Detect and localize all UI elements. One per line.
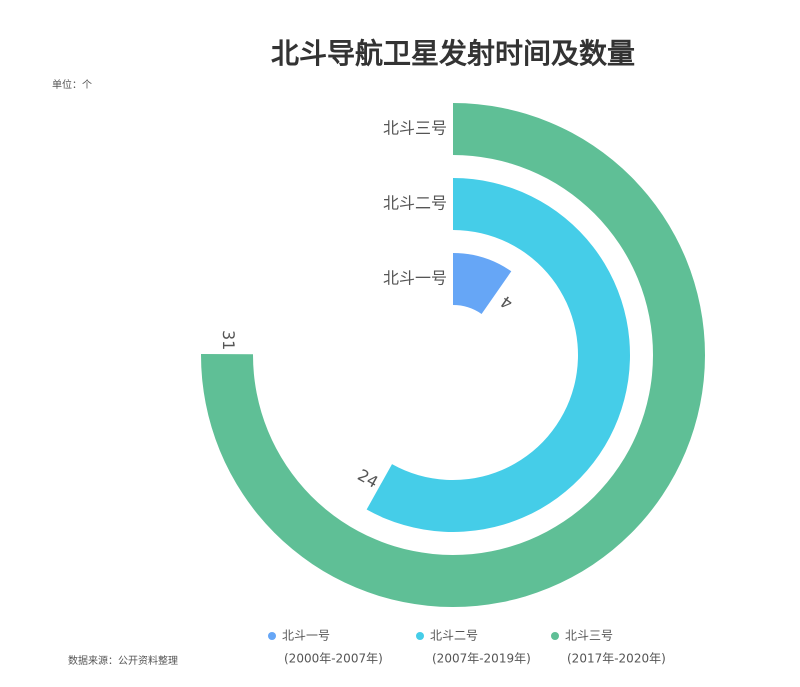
legend-label: 北斗三号: [565, 629, 613, 643]
chart-title: 北斗导航卫星发射时间及数量: [271, 37, 635, 70]
legend-marker: [551, 632, 559, 640]
legend-marker: [268, 632, 276, 640]
legend-period: (2000年-2007年): [284, 652, 383, 666]
category-label: 北斗一号: [383, 269, 447, 288]
radial-bar: [366, 178, 631, 532]
legend-period: (2007年-2019年): [432, 652, 531, 666]
unit-note: 单位：个: [52, 78, 92, 91]
value-label: 31: [219, 330, 238, 350]
legend-marker: [416, 632, 424, 640]
value-label: 24: [354, 465, 381, 492]
source-note: 数据来源：公开资料整理: [68, 654, 178, 667]
value-label: 4: [497, 292, 516, 313]
category-label: 北斗二号: [383, 194, 447, 213]
legend-label: 北斗二号: [430, 629, 478, 643]
category-label: 北斗三号: [383, 119, 447, 138]
legend-period: (2017年-2020年): [567, 652, 666, 666]
legend-label: 北斗一号: [282, 629, 330, 643]
radial-bar: [453, 253, 512, 314]
